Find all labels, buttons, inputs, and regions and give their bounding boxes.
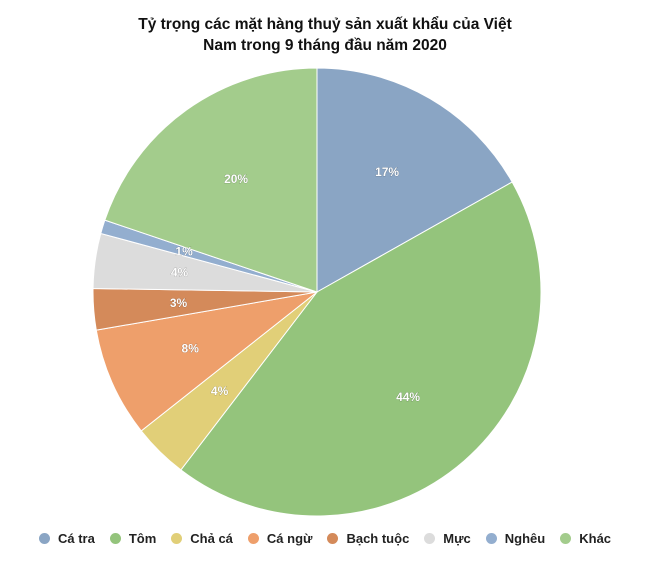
legend-label: Chả cá <box>190 531 233 546</box>
chart-title-line-1: Tỷ trọng các mặt hàng thuỷ sản xuất khẩu… <box>138 16 512 33</box>
data-label-khac: 20% <box>224 172 248 186</box>
data-label-ca-ngu: 8% <box>182 342 200 356</box>
data-label-cha-ca: 4% <box>211 384 229 398</box>
pie-chart: 17% 44% 4% 8% 3% 4% 1% 20% <box>92 67 542 517</box>
legend-swatch-icon <box>560 533 572 544</box>
data-label-ca-tra: 17% <box>375 165 399 179</box>
pie-slice-ca-ngu <box>95 291 318 432</box>
data-label-ngheu: 1% <box>175 245 193 259</box>
legend-swatch-icon <box>171 533 183 544</box>
legend-label: Tôm <box>128 531 157 546</box>
legend-swatch-icon <box>485 533 497 544</box>
legend-item-tom: Tôm <box>109 531 157 546</box>
legend-item-ca-tra: Cá tra <box>38 531 95 546</box>
legend-item-muc: Mực <box>424 531 471 546</box>
data-label-bach-tuoc: 3% <box>170 296 188 310</box>
legend-swatch-icon <box>247 533 259 544</box>
legend-item-ca-ngu: Cá ngừ <box>247 531 313 546</box>
chart-title-line-2: Nam trong 9 tháng đầu năm 2020 <box>203 37 447 54</box>
chart-title: Tỷ trọng các mặt hàng thuỷ sản xuất khẩu… <box>0 14 650 56</box>
legend-item-khac: Khác <box>560 531 611 546</box>
legend-label: Cá ngừ <box>266 531 313 546</box>
legend-item-bach-tuoc: Bạch tuộc <box>327 531 409 546</box>
legend-swatch-icon <box>109 533 121 544</box>
legend: Cá tra Tôm Chả cá Cá ngừ Bạch tuộc Mực Nghêu Kh… <box>0 531 650 546</box>
legend-swatch-icon <box>424 533 436 544</box>
legend-label: Khác <box>579 531 612 546</box>
legend-label: Bạch tuộc <box>346 531 410 546</box>
data-label-tom: 44% <box>396 390 420 404</box>
pie-slice-khac <box>104 67 318 293</box>
legend-label: Cá tra <box>57 531 95 546</box>
pie-labels: 17% 44% 4% 8% 3% 4% 1% 20% <box>170 165 421 404</box>
pie-slices <box>92 67 542 517</box>
legend-item-ngheu: Nghêu <box>485 531 546 546</box>
legend-swatch-icon <box>327 533 339 544</box>
pie-slice-tom <box>180 181 542 517</box>
data-label-muc: 4% <box>171 266 189 280</box>
legend-label: Nghêu <box>504 531 546 546</box>
pie-slice-ca-tra <box>316 67 513 293</box>
legend-swatch-icon <box>38 533 50 544</box>
legend-item-cha-ca: Chả cá <box>171 531 233 546</box>
legend-label: Mực <box>443 531 471 546</box>
